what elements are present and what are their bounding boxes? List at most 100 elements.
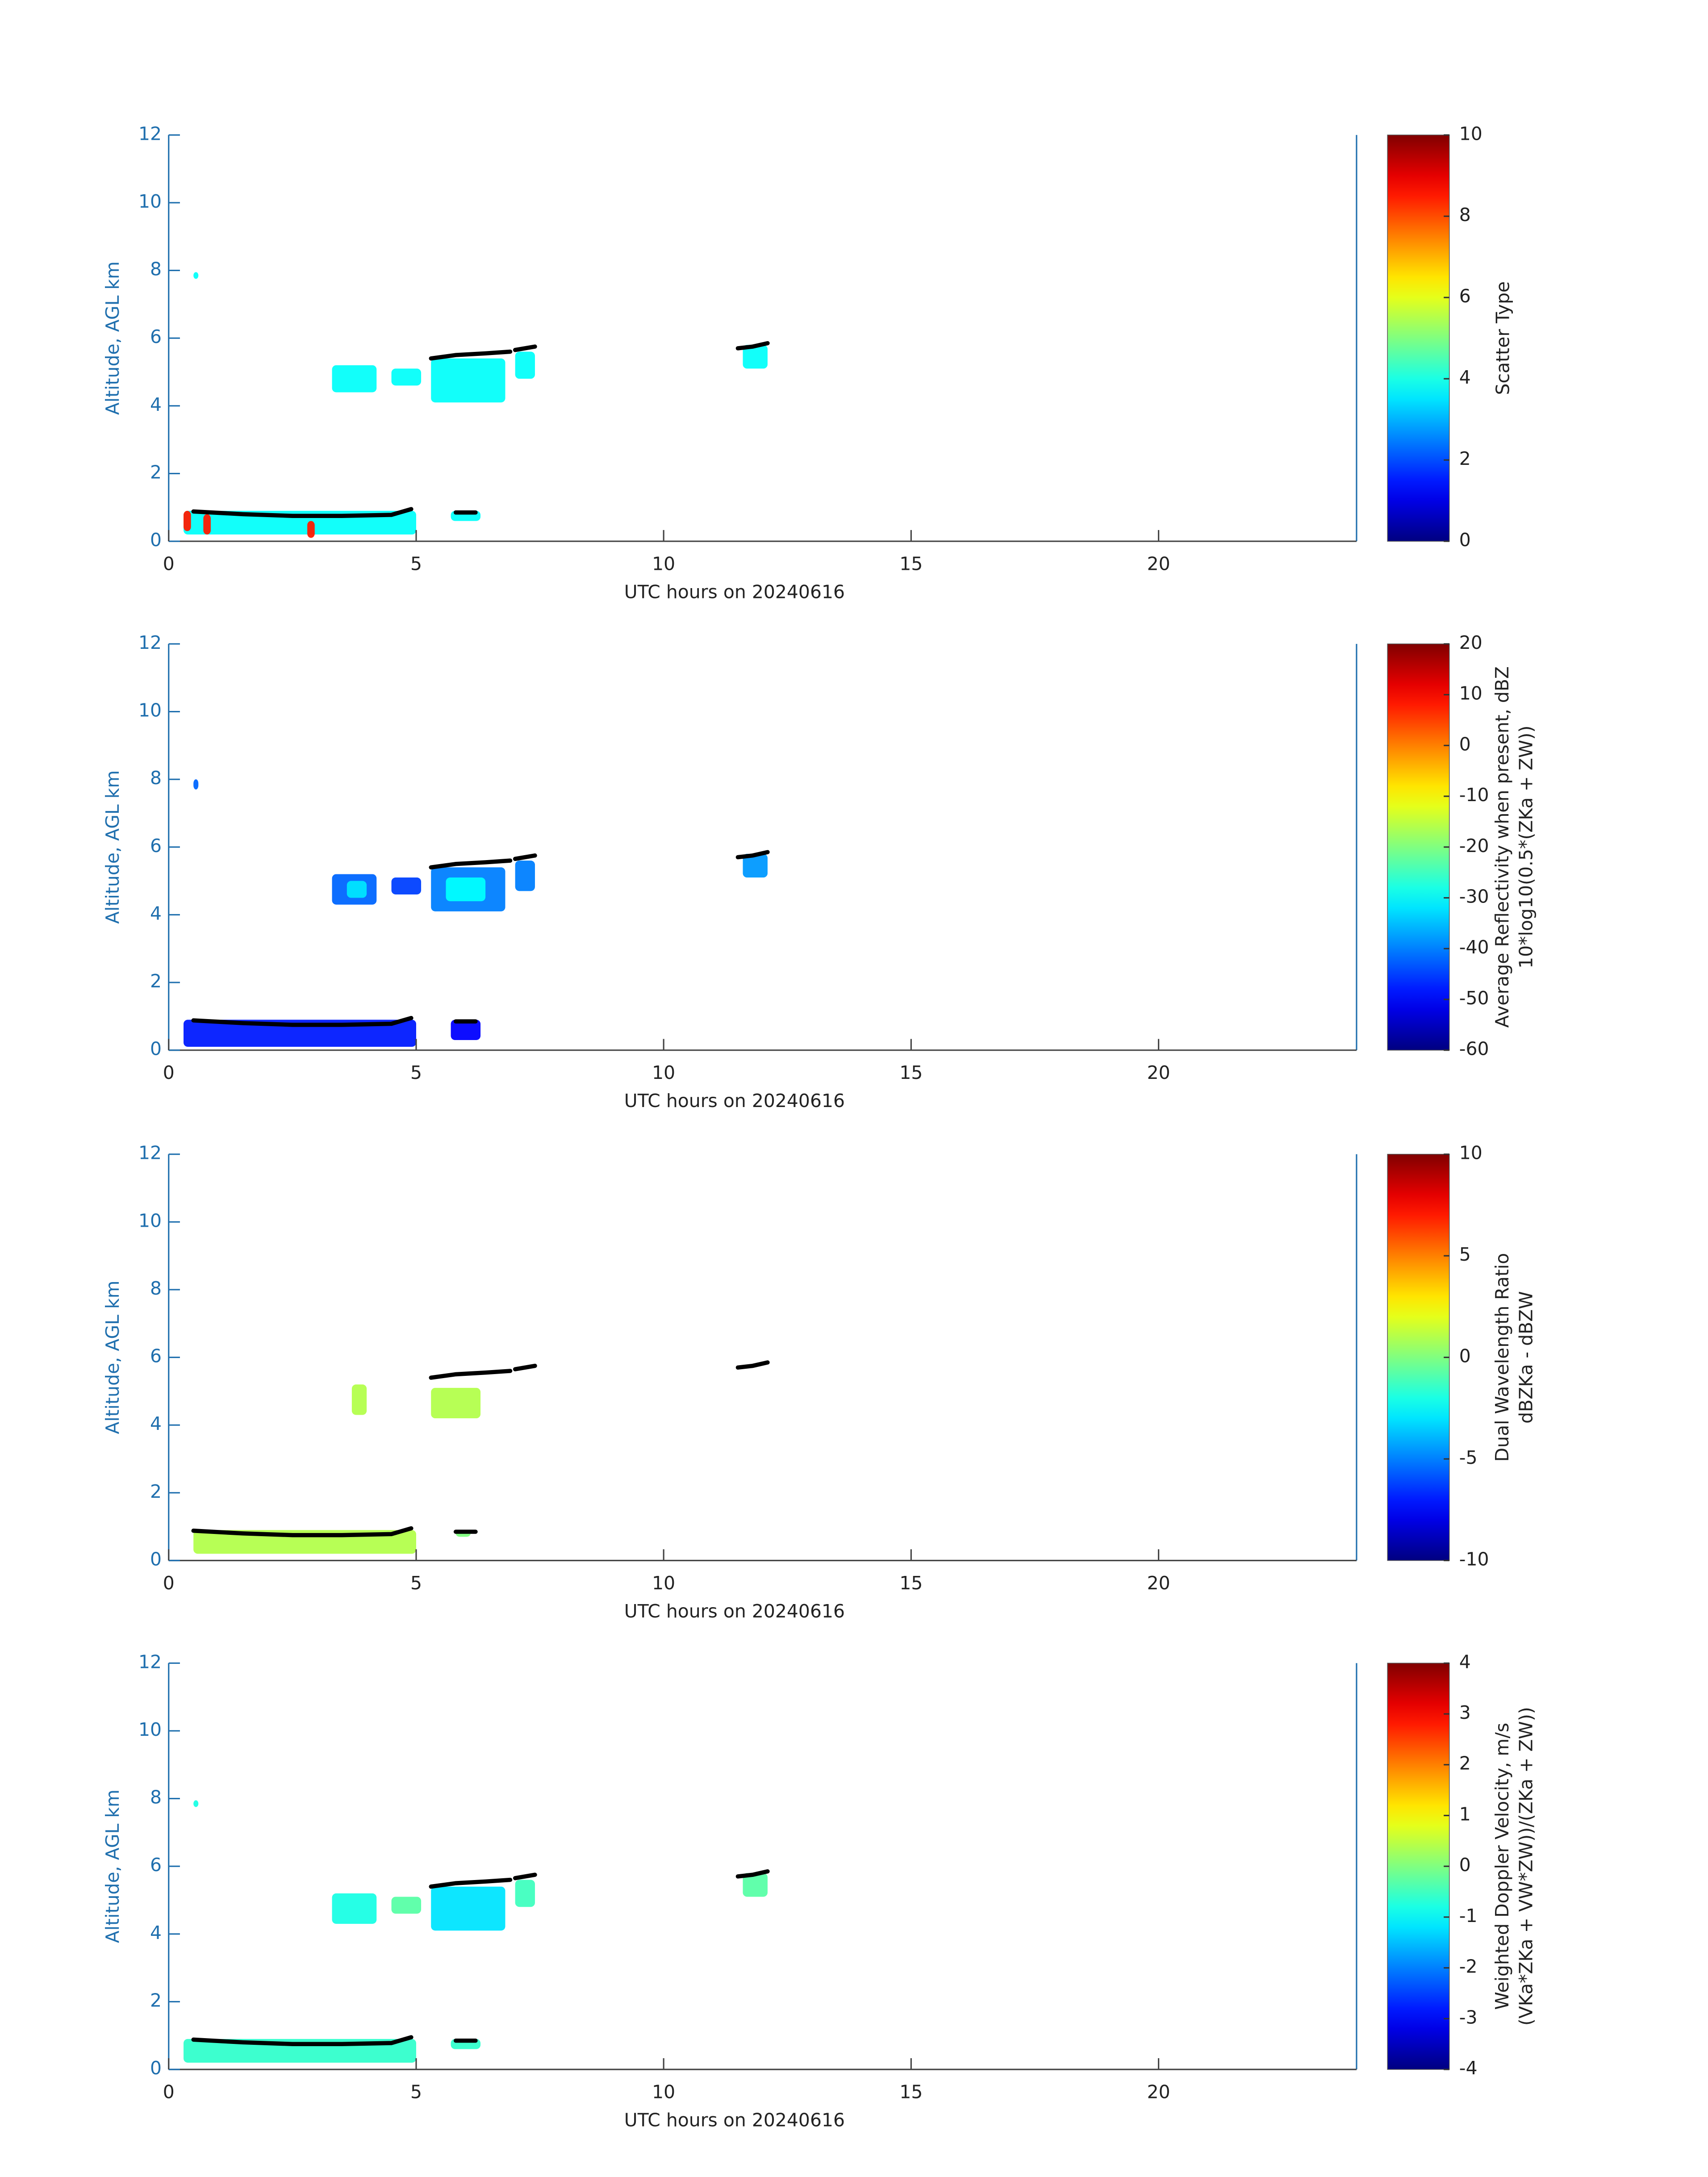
colorbar-tick-label: -1 [1459, 1905, 1478, 1926]
x-tick-label: 15 [899, 1572, 923, 1594]
colorbar-tick-label: 1 [1459, 1803, 1471, 1825]
y-tick-label: 8 [150, 1787, 162, 1808]
y-tick-label: 2 [150, 461, 162, 483]
x-axis-label: UTC hours on 20240616 [624, 1090, 845, 1111]
colorbar-label: dBZKa - dBZW [1515, 1291, 1537, 1424]
colorbar-tick-label: -40 [1459, 936, 1489, 958]
colorbar-tick-label: -20 [1459, 835, 1489, 857]
x-tick-label: 0 [163, 1062, 175, 1083]
colorbar-tick-label: -4 [1459, 2057, 1478, 2079]
echo-region [743, 345, 768, 369]
cloud-top-line [191, 341, 770, 518]
y-tick-label: 0 [150, 2057, 162, 2079]
y-axis-label: Altitude, AGL km [102, 1281, 123, 1434]
colorbar-tick-label: 3 [1459, 1702, 1471, 1723]
echo-region [193, 779, 199, 790]
y-tick-label: 6 [150, 1854, 162, 1876]
echo-region [743, 853, 768, 878]
echo-region [391, 1897, 422, 1914]
x-tick-label: 15 [899, 1062, 923, 1083]
x-tick-label: 10 [652, 1062, 675, 1083]
colorbar-label: Weighted Doppler Velocity, m/s [1491, 1723, 1513, 2010]
y-tick-label: 0 [150, 1038, 162, 1060]
echo-region [351, 1384, 367, 1415]
colorbar-tick-label: 0 [1459, 1854, 1471, 1876]
colorbar-label: Dual Wavelength Ratio [1491, 1253, 1513, 1462]
echo-region [446, 877, 486, 902]
x-tick-label: 5 [410, 2081, 422, 2103]
echo-region [347, 881, 367, 898]
echo-region [431, 1387, 481, 1419]
x-tick-label: 10 [652, 1572, 675, 1594]
echo-region [193, 1800, 199, 1807]
cloud-top-line [191, 850, 770, 1027]
x-axis-label: UTC hours on 20240616 [624, 581, 845, 603]
echo-region [184, 510, 191, 531]
x-tick-label: 0 [163, 553, 175, 575]
y-axis-label: Altitude, AGL km [102, 1789, 123, 1943]
colorbar [1387, 134, 1450, 542]
cloud-top-line [191, 1869, 770, 2046]
colorbar-tick-label: 8 [1459, 204, 1471, 226]
colorbar-label: 10*log10(0.5*(ZKa + ZW)) [1515, 726, 1537, 969]
colorbar-tick-label: -50 [1459, 987, 1489, 1009]
colorbar-tick-label: -60 [1459, 1038, 1489, 1060]
colorbar-tick-label: -2 [1459, 1956, 1478, 1977]
y-tick-label: 2 [150, 1481, 162, 1502]
y-tick-label: 2 [150, 1989, 162, 2011]
x-tick-label: 5 [410, 1572, 422, 1594]
echo-region [431, 1886, 505, 1931]
colorbar-tick-label: 0 [1459, 1345, 1471, 1367]
colorbar-tick-label: 10 [1459, 1142, 1482, 1164]
echo-region [193, 272, 199, 279]
colorbar [1387, 643, 1450, 1051]
y-tick-label: 10 [138, 1719, 162, 1740]
x-tick-label: 15 [899, 2081, 923, 2103]
echo-region [203, 514, 211, 535]
colorbar-tick-label: -30 [1459, 886, 1489, 907]
colorbar-tick-label: -10 [1459, 1548, 1489, 1570]
y-tick-label: 0 [150, 1548, 162, 1570]
x-axis-label: UTC hours on 20240616 [624, 2110, 845, 2131]
y-tick-label: 8 [150, 1278, 162, 1299]
colorbar [1387, 1663, 1450, 2070]
y-tick-label: 12 [138, 1651, 162, 1672]
y-tick-label: 8 [150, 767, 162, 789]
y-tick-label: 6 [150, 835, 162, 857]
colorbar-tick-label: 10 [1459, 123, 1482, 144]
y-tick-label: 4 [150, 394, 162, 415]
echo-region [515, 351, 535, 379]
colorbar-label: Average Reflectivity when present, dBZ [1491, 666, 1513, 1028]
y-tick-label: 6 [150, 326, 162, 347]
x-tick-label: 5 [410, 1062, 422, 1083]
cloud-top-line [191, 1360, 770, 1538]
colorbar-tick-label: -10 [1459, 784, 1489, 806]
colorbar-tick-label: 5 [1459, 1244, 1471, 1265]
echo-region [391, 877, 422, 894]
x-tick-label: 20 [1147, 1062, 1170, 1083]
colorbar-tick-label: -3 [1459, 2006, 1478, 2028]
y-tick-label: 12 [138, 632, 162, 653]
x-tick-label: 20 [1147, 553, 1170, 575]
x-tick-label: 0 [163, 2081, 175, 2103]
x-tick-label: 10 [652, 2081, 675, 2103]
x-tick-label: 20 [1147, 2081, 1170, 2103]
echo-region [332, 365, 377, 393]
y-tick-label: 10 [138, 700, 162, 721]
y-axis-label: Altitude, AGL km [102, 261, 123, 415]
colorbar-tick-label: 2 [1459, 448, 1471, 469]
colorbar-label: Scatter Type [1492, 281, 1514, 395]
y-tick-label: 0 [150, 529, 162, 551]
echo-region [451, 1020, 481, 1040]
colorbar-tick-label: 4 [1459, 367, 1471, 388]
y-tick-label: 12 [138, 123, 162, 144]
echo-region [307, 521, 315, 538]
y-tick-label: 12 [138, 1142, 162, 1164]
echo-region [332, 1893, 377, 1924]
x-tick-label: 10 [652, 553, 675, 575]
colorbar-tick-label: 10 [1459, 683, 1482, 704]
y-tick-label: 4 [150, 1922, 162, 1943]
colorbar-tick-label: 6 [1459, 285, 1471, 307]
